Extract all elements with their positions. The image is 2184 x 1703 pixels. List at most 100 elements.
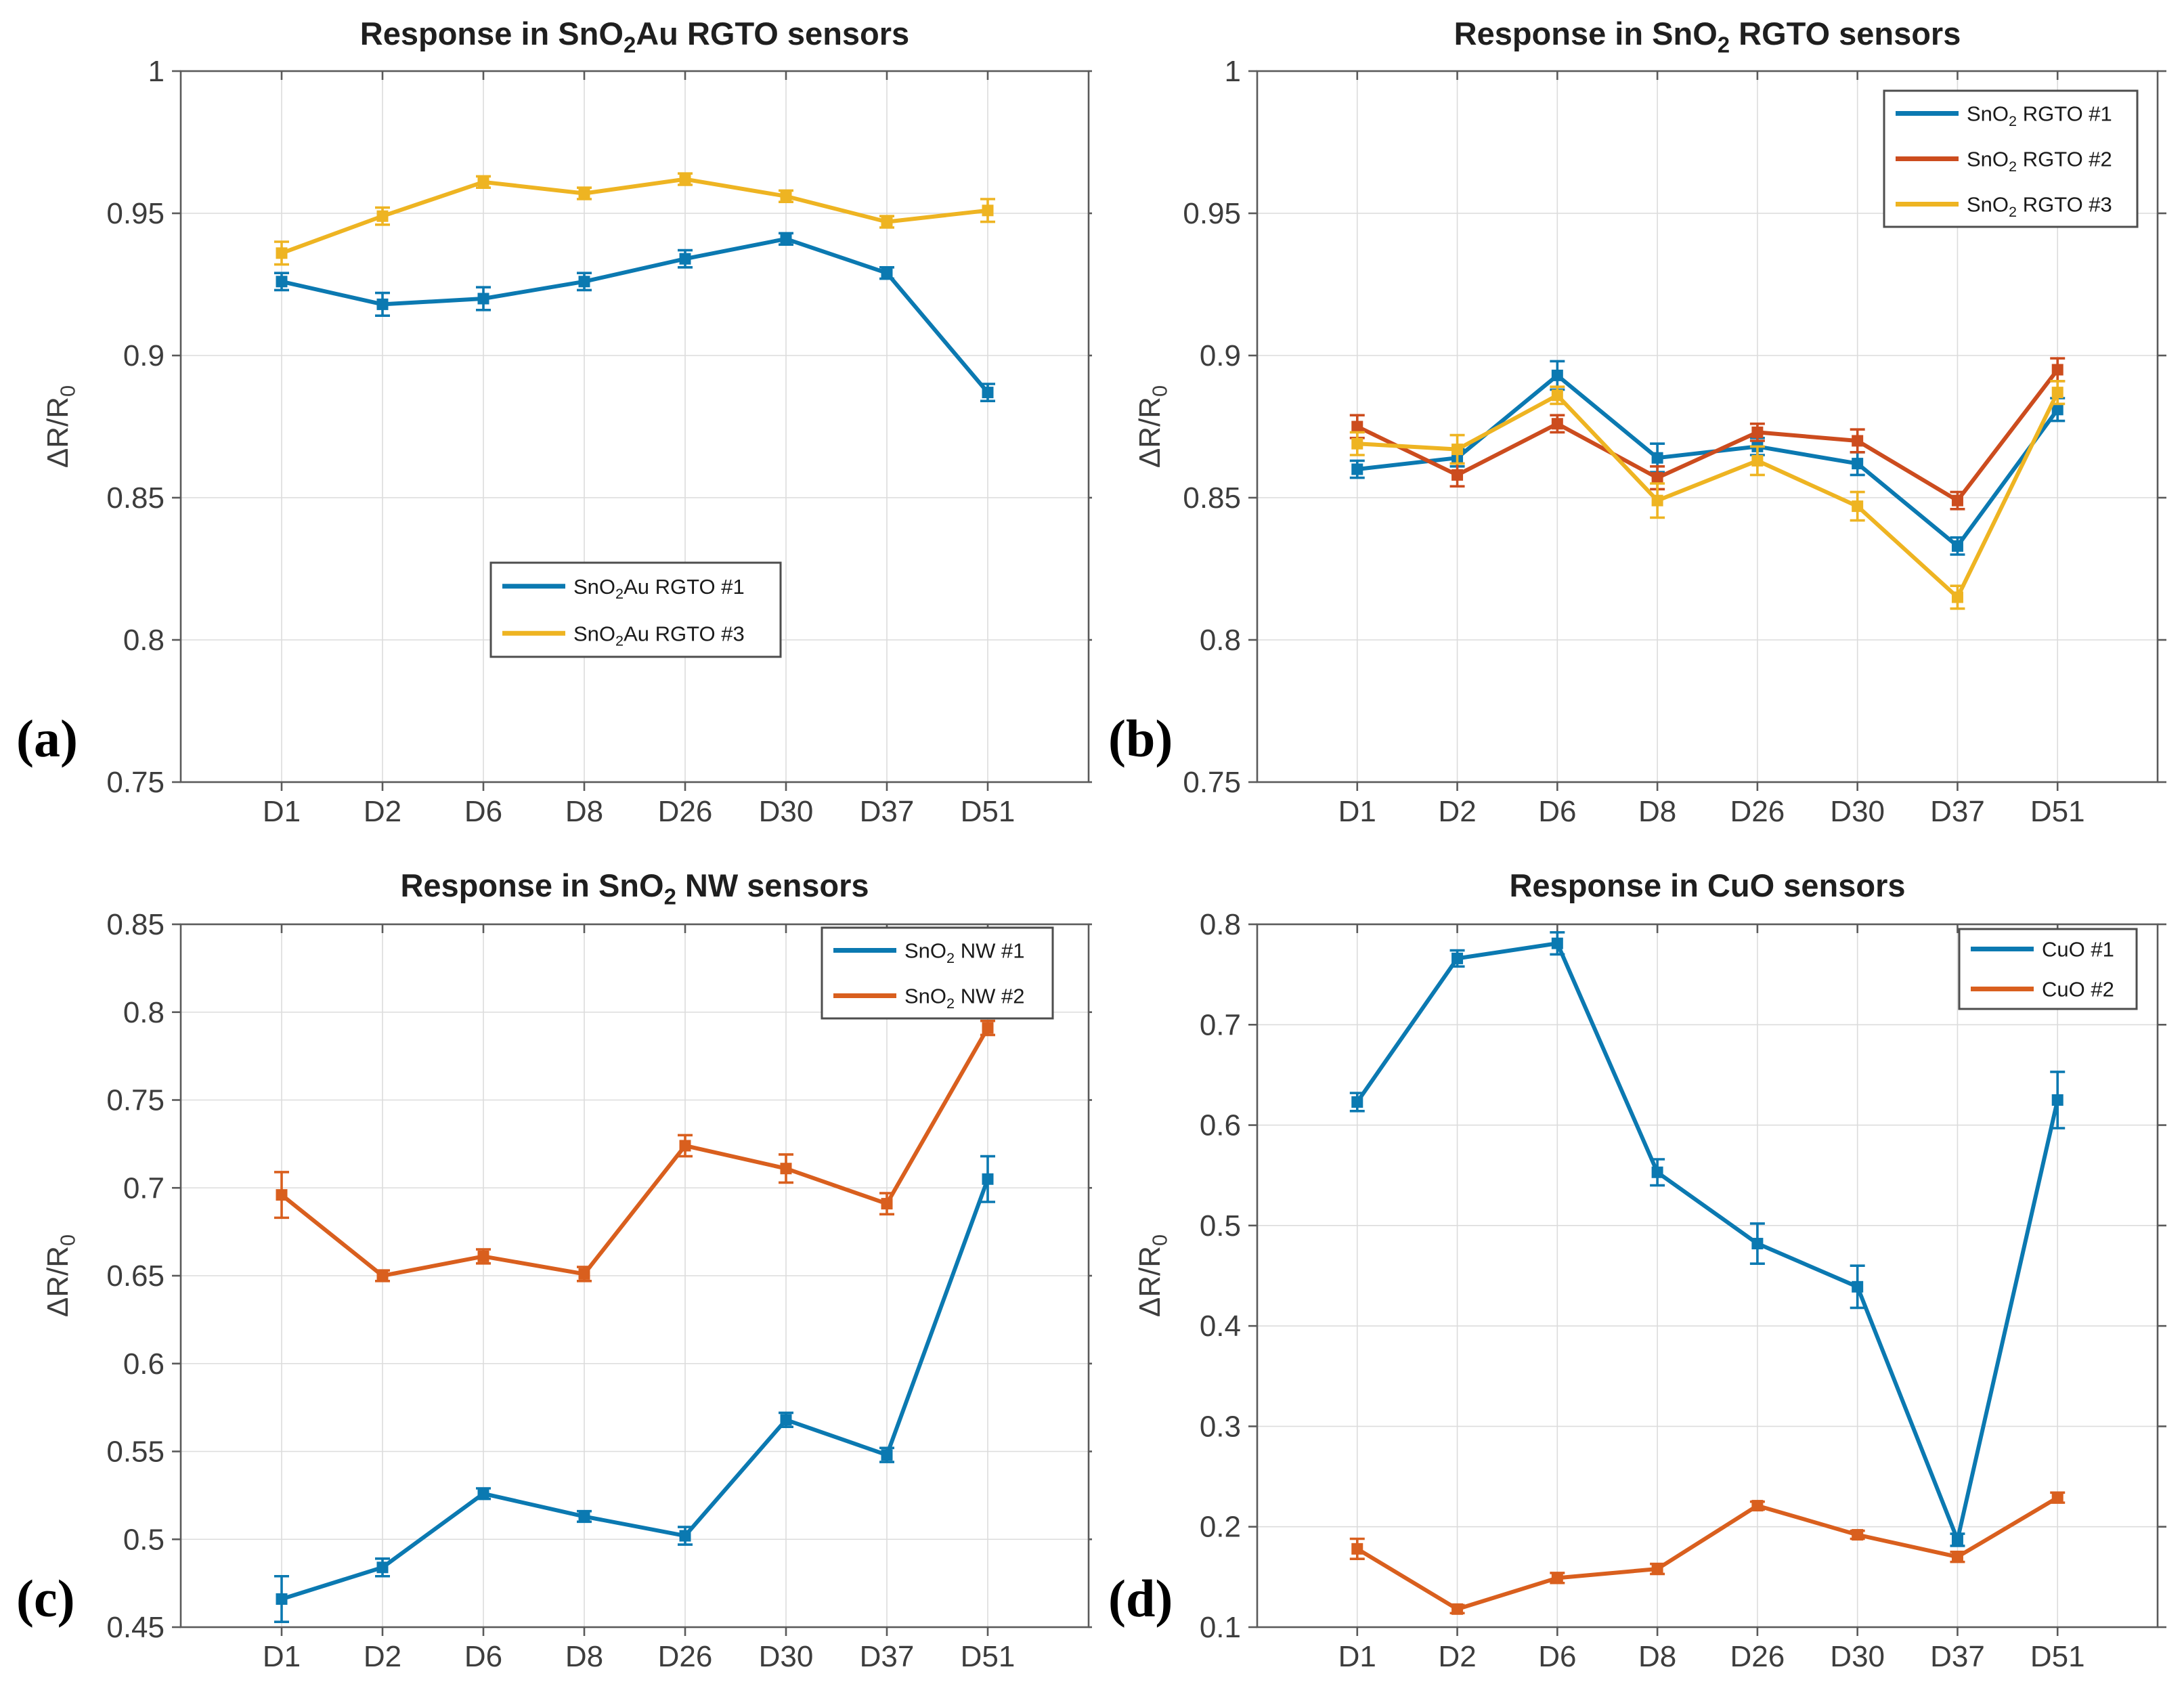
y-tick-label: 0.6: [123, 1347, 165, 1380]
panel-label-b: (b): [1108, 709, 1173, 768]
x-tick-label: D37: [1930, 1640, 1985, 1673]
y-tick-label: 0.75: [106, 1083, 165, 1117]
chart-b-svg: SnO2 RGTO #1 SnO2 RGTO #2 SnO2 RGTO #3 Resp…: [1133, 16, 2166, 828]
data-point-marker: [276, 247, 288, 259]
x-tick-label: D1: [263, 1640, 301, 1673]
y-tick-label: 0.75: [106, 766, 165, 799]
series-b-2: [1349, 379, 2066, 610]
x-tick-label: D6: [464, 1640, 502, 1673]
data-point-marker: [1852, 435, 1864, 447]
x-tick-label: D26: [1730, 795, 1785, 828]
data-point-marker: [881, 216, 893, 228]
data-point-marker: [2051, 404, 2063, 416]
y-axis-label: ΔR/R0: [1133, 385, 1172, 468]
x-tick-label: D2: [1438, 1640, 1476, 1673]
data-point-marker: [1951, 1533, 1963, 1545]
x-tick-label: D51: [2030, 795, 2085, 828]
y-tick-label: 1: [148, 55, 165, 88]
x-tick-label: D30: [759, 795, 814, 828]
y-tick-label: 0.8: [1200, 624, 1241, 657]
data-point-marker: [1651, 472, 1663, 484]
data-point-marker: [1852, 1280, 1864, 1293]
data-point-marker: [1451, 469, 1464, 481]
axis-d: [1248, 923, 2166, 1636]
data-point-marker: [1951, 494, 1963, 506]
panel-label-c: (c): [16, 1568, 75, 1628]
y-tick-label: 0.5: [1200, 1209, 1241, 1242]
legend-a: SnO2Au RGTO #1 SnO2Au RGTO #3: [489, 561, 782, 658]
y-tick-label: 0.95: [106, 197, 165, 230]
y-tick-label: 0.55: [106, 1435, 165, 1468]
data-point-marker: [477, 1487, 489, 1499]
panel-d: CuO #1 CuO #2 Response in CuO sensors ΔR/R0…: [1092, 852, 2184, 1703]
series-line: [280, 177, 990, 255]
chart-a-svg: SnO2Au RGTO #1 SnO2Au RGTO #3 Response in …: [41, 16, 1092, 828]
data-point-marker: [1551, 418, 1563, 430]
data-point-marker: [2051, 1491, 2063, 1503]
data-point-marker: [376, 298, 389, 310]
series-line: [280, 236, 990, 395]
data-point-marker: [1351, 1096, 1363, 1108]
data-point-marker: [1852, 458, 1864, 470]
data-point-marker: [2051, 387, 2063, 399]
data-point-marker: [1551, 369, 1563, 381]
data-point-marker: [679, 253, 691, 265]
y-tick-label: 0.85: [106, 481, 165, 515]
y-axis-label: ΔR/R0: [41, 385, 80, 468]
panel-label-d: (d): [1108, 1568, 1173, 1628]
data-point-marker: [578, 1510, 590, 1522]
data-point-marker: [1551, 1572, 1563, 1584]
data-point-marker: [2051, 1094, 2063, 1106]
data-point-marker: [1451, 1603, 1464, 1615]
series-c-0: [274, 1155, 995, 1623]
y-tick-label: 0.75: [1183, 766, 1241, 799]
data-point-marker: [1751, 426, 1764, 438]
data-point-marker: [276, 276, 288, 288]
data-point-marker: [881, 1197, 893, 1209]
y-tick-label: 0.45: [106, 1611, 165, 1644]
data-point-marker: [679, 1530, 691, 1542]
series-d-0: [1349, 930, 2066, 1547]
chart-title: Response in CuO sensors: [1509, 867, 1905, 903]
grid-d: [1257, 924, 2158, 1627]
data-point-marker: [1651, 494, 1663, 506]
data-point-marker: [780, 1162, 792, 1174]
tick-labels-a: 0.75 0.8 0.85 0.9 0.95 1 D1 D2 D6 D8 D26 D30 D37 D51: [106, 55, 1015, 828]
data-point-marker: [1651, 1562, 1663, 1574]
x-tick-label: D26: [658, 795, 713, 828]
legend-b: SnO2 RGTO #1 SnO2 RGTO #2 SnO2 RGTO #3: [1883, 89, 2139, 228]
axis-c: [172, 923, 1092, 1636]
tick-labels-b: 0.75 0.8 0.85 0.9 0.95 1 D1 D2 D6 D8 D26 D30 D37 D51: [1183, 55, 2084, 828]
legend-entry-label: SnO2 RGTO #3: [1967, 193, 2112, 220]
series-line: [1355, 368, 2060, 503]
data-point-marker: [578, 1268, 590, 1280]
data-point-marker: [1951, 1551, 1963, 1563]
y-tick-label: 0.85: [1183, 481, 1241, 515]
panel-label-a: (a): [16, 709, 78, 768]
series-c-1: [274, 1019, 995, 1282]
y-tick-label: 0.4: [1200, 1310, 1241, 1343]
series-line: [280, 1176, 990, 1601]
data-point-marker: [1852, 500, 1864, 513]
series-a-1: [274, 172, 995, 266]
y-tick-label: 0.2: [1200, 1510, 1241, 1543]
data-point-marker: [578, 188, 590, 200]
legend-entry-label: SnO2 NW #2: [904, 984, 1024, 1011]
x-tick-label: D2: [364, 795, 401, 828]
data-point-marker: [982, 204, 994, 217]
data-point-marker: [1852, 1528, 1864, 1540]
x-tick-label: D26: [1730, 1640, 1785, 1673]
x-tick-label: D6: [1538, 795, 1576, 828]
y-tick-label: 0.5: [123, 1523, 165, 1556]
tick-labels-c: 0.45 0.5 0.55 0.6 0.65 0.7 0.75 0.8 0.85 D1 D2 D6 D8…: [106, 908, 1015, 1673]
series-line: [1355, 941, 2060, 1542]
y-tick-label: 0.65: [106, 1259, 165, 1293]
y-tick-label: 0.9: [1200, 339, 1241, 372]
data-point-marker: [1351, 421, 1363, 433]
legend-entry-label: SnO2 NW #1: [904, 939, 1024, 966]
chart-d-svg: CuO #1 CuO #2 Response in CuO sensors ΔR/R0…: [1133, 867, 2166, 1673]
grid-a: [181, 71, 1089, 782]
y-tick-label: 0.1: [1200, 1611, 1241, 1644]
y-tick-label: 0.8: [123, 995, 165, 1029]
data-point-marker: [780, 233, 792, 245]
